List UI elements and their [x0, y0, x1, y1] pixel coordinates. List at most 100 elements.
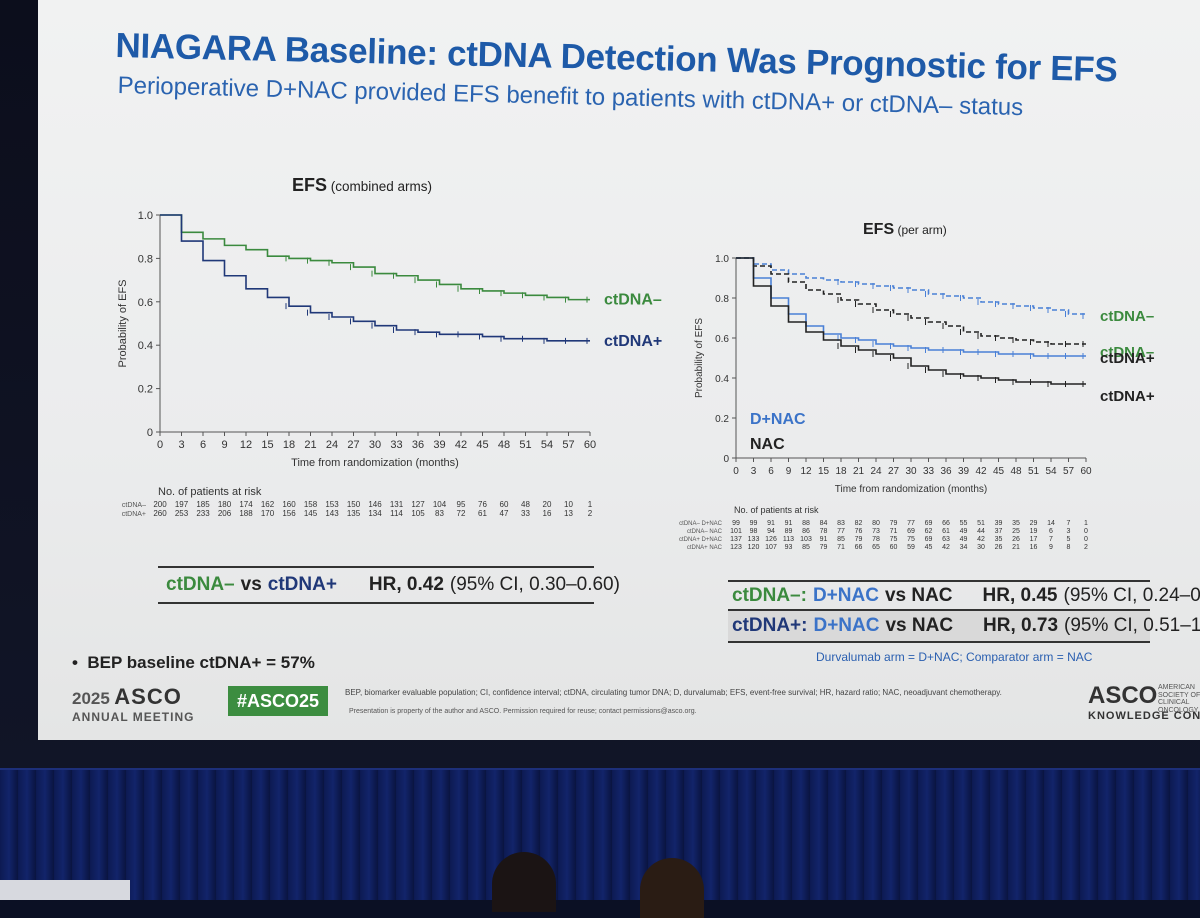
bullet-dot: • [72, 653, 87, 672]
risk-value: 85 [837, 536, 845, 543]
risk-value: 2 [588, 509, 593, 518]
hr-pos-label: ctDNA+: [732, 615, 807, 637]
risk-value: 93 [785, 544, 793, 551]
risk-value: 60 [890, 544, 898, 551]
risk-value: 71 [890, 528, 898, 535]
y-tick-label: 0.2 [715, 414, 729, 425]
risk-table-title: No. of patients at risk [158, 486, 262, 498]
risk-value: 73 [872, 528, 880, 535]
risk-table-title: No. of patients at risk [734, 505, 819, 515]
legend-item: NAC [750, 436, 785, 453]
risk-value: 25 [1012, 528, 1020, 535]
risk-value: 206 [218, 509, 232, 518]
asco-logo: ASCO AMERICAN SOCIETY OF CLINICAL ONCOLO… [1088, 682, 1200, 722]
y-tick-label: 0.6 [138, 297, 153, 309]
risk-value: 200 [153, 500, 167, 509]
x-tick-label: 48 [498, 439, 510, 451]
hr-combined-ci: (95% CI, 0.30–0.60) [450, 574, 620, 596]
hr-combined-box: ctDNA– vs ctDNA+ HR, 0.42 (95% CI, 0.30–… [158, 566, 594, 604]
risk-value: 126 [765, 536, 777, 543]
risk-value: 76 [478, 500, 487, 509]
risk-value: 77 [907, 520, 915, 527]
y-tick-label: 1.0 [715, 254, 729, 265]
risk-value: 51 [977, 520, 985, 527]
asco-meeting-logo: 2025 ASCO ANNUAL MEETING [72, 684, 194, 724]
hr-combined-value: HR, 0.42 [369, 574, 444, 596]
risk-value: 44 [977, 528, 985, 535]
x-tick-label: 24 [870, 466, 882, 477]
risk-value: 82 [855, 520, 863, 527]
risk-value: 49 [960, 536, 968, 543]
risk-value: 26 [995, 544, 1003, 551]
hr-neg-box: ctDNA–: D+NAC vs NAC HR, 0.45 (95% CI, 0… [728, 580, 1150, 610]
x-tick-label: 6 [200, 439, 206, 451]
risk-value: 72 [457, 509, 466, 518]
risk-value: 48 [521, 500, 530, 509]
risk-value: 162 [261, 500, 275, 509]
risk-value: 63 [942, 536, 950, 543]
risk-value: 180 [218, 500, 232, 509]
chart-title-main: EFS [292, 175, 327, 195]
y-tick-label: 0.8 [138, 253, 153, 265]
x-tick-label: 0 [157, 439, 163, 451]
risk-value: 62 [925, 528, 933, 535]
risk-value: 3 [1067, 528, 1071, 535]
hr-neg-arm: D+NAC [813, 585, 879, 607]
risk-value: 145 [304, 509, 318, 518]
y-axis-label: Probability of EFS [694, 318, 705, 398]
arms-note: Durvalumab arm = D+NAC; Comparator arm =… [816, 650, 1092, 664]
risk-row-label: ctDNA– NAC [687, 529, 723, 535]
x-tick-label: 6 [768, 466, 774, 477]
hr-pos-ci: (95% CI, 0.51–1.05) [1064, 615, 1200, 637]
x-tick-label: 15 [818, 466, 830, 477]
x-tick-label: 9 [786, 466, 792, 477]
risk-row-label: ctDNA+ D+NAC [679, 537, 723, 543]
risk-value: 98 [750, 528, 758, 535]
series-label: ctDNA+ [1100, 388, 1155, 405]
risk-value: 83 [837, 520, 845, 527]
risk-value: 61 [478, 509, 487, 518]
risk-value: 78 [820, 528, 828, 535]
hr-pos-arm: D+NAC [813, 615, 879, 637]
risk-value: 79 [820, 544, 828, 551]
x-tick-label: 54 [1045, 466, 1057, 477]
risk-value: 94 [767, 528, 775, 535]
x-tick-label: 12 [240, 439, 252, 451]
x-tick-label: 9 [221, 439, 227, 451]
risk-value: 5 [1067, 536, 1071, 543]
meeting-org: ASCO [114, 684, 182, 709]
copyright-note: Presentation is property of the author a… [349, 708, 697, 715]
presentation-slide: NIAGARA Baseline: ctDNA Detection Was Pr… [38, 0, 1200, 740]
risk-value: 9 [1049, 544, 1053, 551]
x-tick-label: 30 [369, 439, 381, 451]
risk-value: 45 [925, 544, 933, 551]
risk-value: 153 [325, 500, 339, 509]
risk-value: 66 [855, 544, 863, 551]
y-tick-label: 0 [147, 427, 153, 439]
x-tick-label: 57 [562, 439, 574, 451]
risk-value: 30 [977, 544, 985, 551]
risk-value: 39 [995, 520, 1003, 527]
risk-value: 77 [837, 528, 845, 535]
footnote: BEP, biomarker evaluable population; CI,… [345, 688, 1002, 697]
risk-value: 16 [1030, 544, 1038, 551]
risk-value: 59 [907, 544, 915, 551]
risk-row-label: ctDNA+ [122, 511, 146, 518]
stage-floor [0, 880, 130, 900]
hr-pos-box: ctDNA+: D+NAC vs NAC HR, 0.73 (95% CI, 0… [728, 609, 1150, 643]
risk-value: 26 [1012, 536, 1020, 543]
risk-value: 91 [820, 536, 828, 543]
risk-value: 21 [1012, 544, 1020, 551]
risk-value: 1 [588, 500, 593, 509]
risk-value: 20 [543, 500, 552, 509]
risk-value: 104 [433, 500, 447, 509]
x-tick-label: 18 [283, 439, 295, 451]
x-tick-label: 27 [888, 466, 900, 477]
risk-value: 134 [368, 509, 382, 518]
risk-value: 7 [1049, 536, 1053, 543]
risk-value: 99 [732, 520, 740, 527]
risk-value: 105 [411, 509, 425, 518]
risk-value: 8 [1067, 544, 1071, 551]
chart-title: EFS (per arm) [863, 221, 947, 238]
